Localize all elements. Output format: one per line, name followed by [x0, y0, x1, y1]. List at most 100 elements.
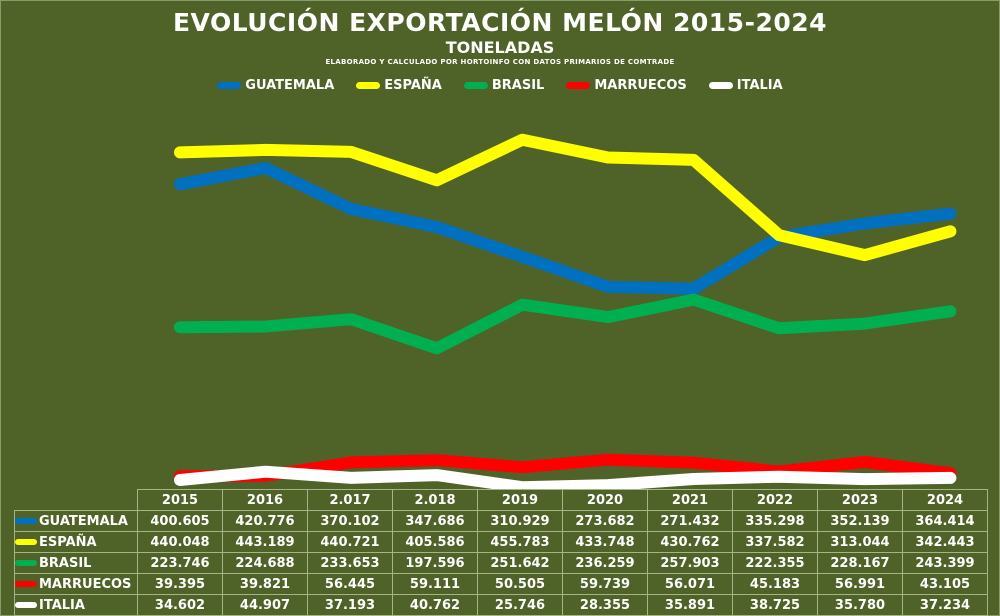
legend-label-brasil: BRASIL	[491, 78, 545, 93]
data-point-italia-7	[778, 476, 780, 478]
series-line-guatemala	[174, 162, 957, 295]
data-point-marruecos-3	[436, 459, 438, 461]
series-italia	[174, 465, 957, 490]
data-point-marruecos-5	[607, 459, 609, 461]
table-row-label: ITALIA	[14, 594, 138, 616]
table-row-swatch	[15, 539, 37, 545]
series-espana	[174, 133, 957, 262]
table-cell: 405.586	[392, 531, 478, 553]
legend-item-espana: ESPAÑA	[356, 78, 442, 93]
data-point-guatemala-9	[949, 213, 951, 215]
table-cell: 335.298	[732, 510, 818, 532]
legend-swatch-espana	[356, 82, 381, 89]
legend-swatch-brasil	[463, 82, 488, 89]
table-row: ITALIA 34.602 44.907 37.193 40.762 25.746 28.3…	[14, 594, 988, 616]
table-cell: 443.189	[222, 531, 308, 553]
table-cell: 455.783	[477, 531, 563, 553]
data-point-guatemala-6	[693, 288, 695, 290]
table-header-year: 2021	[647, 489, 733, 511]
data-point-italia-3	[436, 474, 438, 476]
data-point-brasil-4	[521, 304, 523, 306]
data-point-brasil-1	[265, 326, 267, 327]
table-cell: 45.183	[732, 573, 818, 595]
data-point-italia-8	[864, 478, 866, 480]
table-row-label: MARRUECOS	[14, 573, 138, 595]
data-point-italia-9	[949, 477, 951, 479]
table-cell: 440.048	[137, 531, 223, 553]
table-header-year: 2022	[732, 489, 818, 511]
data-point-guatemala-3	[436, 226, 438, 228]
series-brasil	[174, 293, 957, 355]
table-cell: 271.432	[647, 510, 733, 532]
table-row-swatch	[15, 560, 37, 566]
table-cell: 37.234	[902, 594, 988, 616]
table-row-label: ESPAÑA	[14, 531, 138, 553]
table-cell: 44.907	[222, 594, 308, 616]
table-cell: 313.044	[817, 531, 903, 553]
table-cell: 273.682	[562, 510, 648, 532]
table-cell: 228.167	[817, 552, 903, 574]
data-point-brasil-2	[350, 318, 352, 320]
table-cell: 236.259	[562, 552, 648, 574]
data-point-espana-6	[693, 159, 695, 161]
data-point-espana-5	[607, 157, 609, 158]
series-guatemala	[174, 162, 957, 295]
table-cell: 433.748	[562, 531, 648, 553]
chart-title: EVOLUCIÓN EXPORTACIÓN MELÓN 2015-2024	[172, 8, 828, 37]
data-point-brasil-9	[949, 310, 951, 312]
legend-item-marruecos: MARRUECOS	[566, 78, 687, 93]
table-cell: 56.071	[647, 573, 733, 595]
data-point-espana-2	[350, 151, 352, 153]
table-cell: 222.355	[732, 552, 818, 574]
legend-item-guatemala: GUATEMALA	[217, 78, 334, 93]
data-point-italia-0	[179, 479, 181, 481]
data-point-espana-1	[265, 149, 267, 151]
table-cell: 400.605	[137, 510, 223, 532]
data-point-brasil-8	[864, 323, 866, 325]
legend-item-brasil: BRASIL	[463, 78, 545, 93]
table-cell: 28.355	[562, 594, 648, 616]
data-point-espana-4	[521, 139, 523, 141]
table-cell: 59.739	[562, 573, 648, 595]
table-cell: 50.505	[477, 573, 563, 595]
table-cell: 337.582	[732, 531, 818, 553]
table-cell: 37.193	[307, 594, 393, 616]
table-cell: 35.780	[817, 594, 903, 616]
data-point-italia-1	[265, 471, 267, 473]
data-point-italia-4	[521, 486, 523, 488]
data-point-marruecos-8	[864, 461, 866, 463]
legend: GUATEMALA ESPAÑA BRASIL MARRUECOS ITALIA	[0, 78, 1000, 93]
table-cell: 310.929	[477, 510, 563, 532]
data-point-brasil-7	[778, 327, 780, 329]
table-header-year: 2.017	[307, 489, 393, 511]
table-row-label: BRASIL	[14, 552, 138, 574]
data-point-guatemala-0	[179, 183, 181, 185]
data-point-espana-8	[864, 254, 866, 256]
table-cell: 243.399	[902, 552, 988, 574]
table-cell: 39.395	[137, 573, 223, 595]
data-point-guatemala-5	[607, 286, 609, 288]
table-row-name: GUATEMALA	[39, 513, 128, 529]
table-cell: 420.776	[222, 510, 308, 532]
data-point-guatemala-2	[350, 208, 352, 210]
table-header-year: 2023	[817, 489, 903, 511]
table-cell: 370.102	[307, 510, 393, 532]
table-cell: 364.414	[902, 510, 988, 532]
table-cell: 257.903	[647, 552, 733, 574]
data-point-brasil-3	[436, 347, 438, 349]
table-cell: 43.105	[902, 573, 988, 595]
legend-label-guatemala: GUATEMALA	[245, 78, 335, 93]
table-header-year: 2020	[562, 489, 648, 511]
data-point-italia-2	[350, 477, 352, 479]
legend-swatch-italia	[708, 82, 733, 89]
table-row-name: BRASIL	[39, 555, 92, 571]
table-row-label: GUATEMALA	[14, 510, 138, 532]
table-row-name: ESPAÑA	[39, 534, 97, 550]
data-point-espana-0	[179, 151, 181, 153]
data-point-italia-5	[607, 484, 609, 486]
table-row: MARRUECOS 39.395 39.821 56.445 59.111 50.505 5…	[14, 573, 988, 595]
table-row: BRASIL 223.746 224.688 233.653 197.596 251.64…	[14, 552, 988, 574]
data-point-espana-7	[778, 234, 780, 236]
chart-subtitle: TONELADAS	[445, 38, 555, 57]
table-header-year: 2016	[222, 489, 308, 511]
